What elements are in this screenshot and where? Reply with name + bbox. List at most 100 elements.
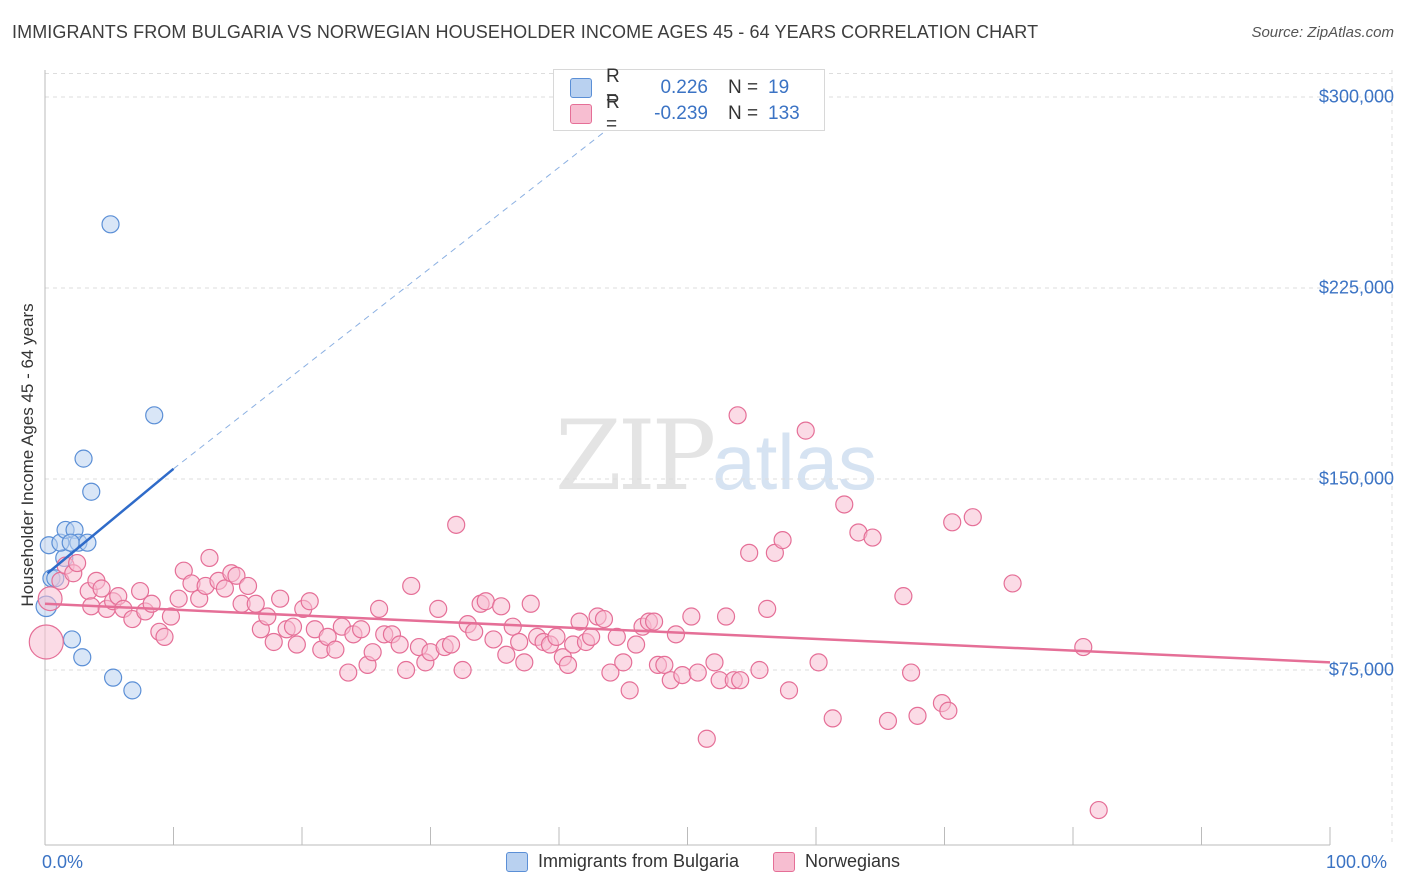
norwegian-point xyxy=(688,663,707,682)
n-label: N = xyxy=(728,77,759,98)
norwegian-point xyxy=(705,653,724,672)
norwegian-point xyxy=(227,566,246,585)
r-label: R = xyxy=(606,66,620,109)
norwegian-point xyxy=(161,607,181,626)
stats-row-pink: R = -0.239 N = 133 xyxy=(570,92,800,135)
watermark-zip: ZIP xyxy=(555,400,716,512)
norwegian-point xyxy=(155,627,174,646)
bulgaria-point xyxy=(101,215,120,234)
norwegian-point xyxy=(547,627,566,646)
norwegian-point xyxy=(370,599,389,618)
x-tick-label: 0.0% xyxy=(42,852,84,872)
chart-title: IMMIGRANTS FROM BULGARIA VS NORWEGIAN HO… xyxy=(12,22,1039,42)
norwegian-point xyxy=(682,607,701,626)
norwegian-point xyxy=(773,531,792,550)
norwegian-point xyxy=(37,586,63,612)
norwegian-point xyxy=(287,635,306,654)
watermark-atlas: atlas xyxy=(712,418,877,506)
norwegian-point xyxy=(796,421,815,440)
norwegian-point xyxy=(1003,574,1022,593)
norwegian-point xyxy=(673,665,692,685)
norwegian-point xyxy=(92,579,111,598)
norwegian-point xyxy=(644,612,664,631)
source-label: Source: ZipAtlas.com xyxy=(1251,24,1394,41)
norwegian-point xyxy=(363,643,382,662)
norwegian-point xyxy=(283,617,303,636)
norwegian-point xyxy=(835,495,854,514)
y-tick-label: $300,000 xyxy=(1318,86,1394,107)
norwegian-point xyxy=(521,594,540,613)
norwegian-point xyxy=(779,681,799,700)
legend-label: Norwegians xyxy=(805,851,901,871)
y-tick-label: $150,000 xyxy=(1318,468,1394,489)
bulgaria-point xyxy=(104,668,123,687)
bulgaria-point xyxy=(123,681,142,700)
y-tick-label: $75,000 xyxy=(1328,659,1394,680)
norwegian-point xyxy=(497,645,516,664)
x-tick-label: 100.0% xyxy=(1326,852,1388,872)
norwegian-point xyxy=(809,653,828,672)
blue-swatch xyxy=(505,851,528,872)
norwegian-point xyxy=(271,589,290,608)
pink-swatch xyxy=(570,104,592,124)
norwegian-point xyxy=(750,660,769,680)
norwegian-point xyxy=(963,508,982,527)
legend-item-bulgaria[interactable]: Immigrants from Bulgaria xyxy=(505,851,739,872)
norwegian-trend-line xyxy=(44,602,1331,664)
n-value: 133 xyxy=(768,103,800,124)
norwegian-point xyxy=(264,632,283,652)
norwegian-point xyxy=(215,579,234,598)
norwegian-point xyxy=(594,609,614,629)
norwegian-point xyxy=(515,653,534,672)
norwegian-point xyxy=(558,655,578,675)
pink-swatch xyxy=(773,851,795,872)
blue-swatch xyxy=(570,78,592,98)
norwegian-point xyxy=(352,620,371,639)
bulgaria-trend-extension xyxy=(173,96,650,470)
r-label: R = xyxy=(606,92,620,135)
norwegian-point xyxy=(943,513,962,532)
norwegian-point xyxy=(570,612,589,631)
norwegian-point xyxy=(28,624,64,660)
legend-label: Immigrants from Bulgaria xyxy=(537,851,739,871)
norwegian-point xyxy=(901,663,921,682)
norwegian-point xyxy=(429,599,448,618)
bulgaria-point xyxy=(62,630,82,649)
norwegian-point xyxy=(939,701,958,720)
legend-item-norwegians[interactable]: Norwegians xyxy=(773,851,900,872)
norwegian-point xyxy=(716,607,736,626)
norwegian-point xyxy=(740,543,759,562)
norwegian-point xyxy=(130,581,150,601)
r-value: -0.239 xyxy=(654,103,708,124)
bulgaria-point xyxy=(73,648,92,667)
norwegian-point xyxy=(731,671,750,690)
norwegian-point xyxy=(620,681,639,700)
norwegian-point xyxy=(453,660,472,680)
norwegian-point xyxy=(1074,637,1093,657)
norwegian-point xyxy=(339,663,358,682)
norwegian-point xyxy=(402,576,421,596)
norwegian-point xyxy=(396,660,416,680)
norwegian-point xyxy=(878,711,898,731)
stats-row-blue: R = 0.226 N = 19 xyxy=(570,66,789,109)
norwegian-point xyxy=(484,630,503,649)
bulgaria-point xyxy=(82,482,101,501)
norwegian-point xyxy=(758,599,777,618)
legend: Immigrants from Bulgaria Norwegians xyxy=(0,851,1406,872)
norwegian-point xyxy=(601,663,620,682)
norwegian-point xyxy=(441,635,461,654)
y-tick-label: $225,000 xyxy=(1318,277,1394,298)
norwegian-point xyxy=(200,548,219,568)
norwegian-point xyxy=(666,625,686,644)
norwegian-point xyxy=(582,627,601,646)
y-axis-label: Householder Income Ages 45 - 64 years xyxy=(18,303,37,607)
norwegian-point xyxy=(823,709,842,728)
norwegian-point xyxy=(607,627,626,646)
norwegian-point xyxy=(655,655,674,675)
bulgaria-trend-line xyxy=(46,467,175,575)
norwegian-point xyxy=(390,635,409,654)
norwegian-point xyxy=(614,653,633,672)
norwegian-point xyxy=(908,706,927,725)
norwegian-point xyxy=(894,587,913,606)
norwegian-point xyxy=(626,635,646,654)
